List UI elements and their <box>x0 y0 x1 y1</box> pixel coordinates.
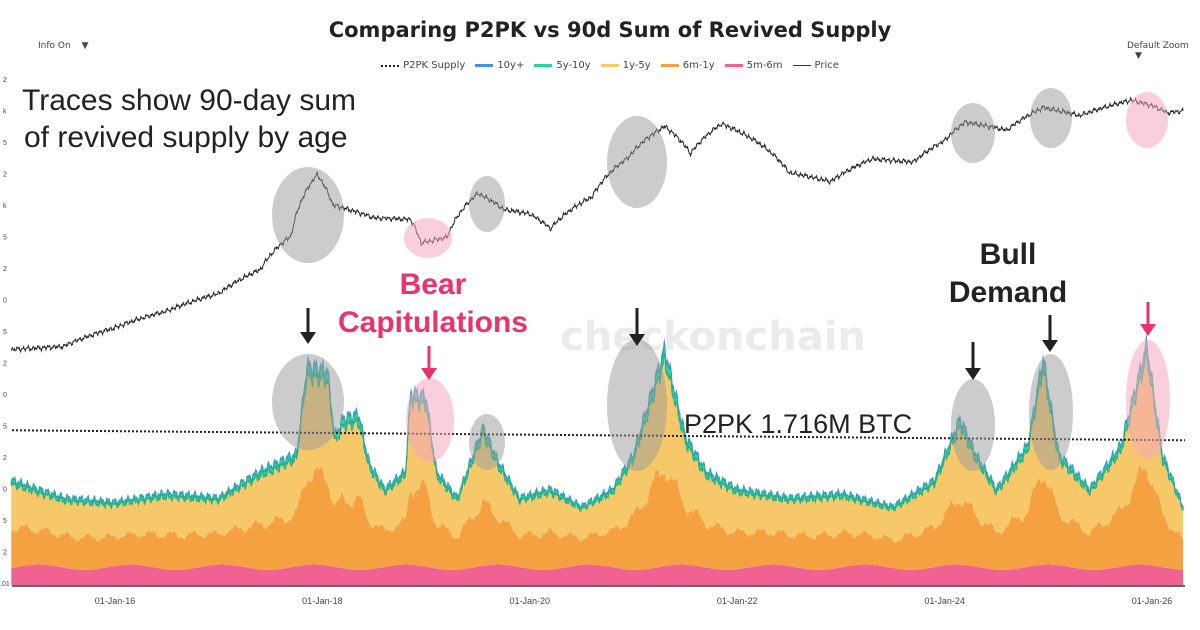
arrow-down-icon <box>1042 340 1058 352</box>
y-tick-label: 5 <box>3 424 7 431</box>
bull-label-line1: Bull <box>979 238 1037 271</box>
y-tick-label: 5 <box>3 235 7 242</box>
area-1y-5y <box>11 348 1184 543</box>
arrow-down-icon <box>300 332 316 344</box>
x-tick-label: 01-Jan-20 <box>510 596 551 606</box>
highlight-ellipse-gray <box>1030 88 1072 148</box>
y-tick-label: 2 <box>3 172 7 179</box>
legend-swatch <box>660 64 679 67</box>
y-tick-label: 5 <box>3 329 7 336</box>
x-tick-label: 01-Jan-18 <box>302 596 343 606</box>
y-tick-label: .01 <box>0 581 10 588</box>
legend-item-6m-1y[interactable]: 6m-1y <box>660 60 715 71</box>
legend-label: 10y+ <box>497 60 525 71</box>
highlight-ellipse-gray <box>607 339 667 471</box>
y-tick-label: k <box>3 109 7 116</box>
area-6m-1y <box>11 463 1184 570</box>
dropdown-arrow-icon: ▼ <box>81 41 89 51</box>
y-tick-label: 2 <box>3 361 7 368</box>
highlight-ellipse-pink <box>406 378 454 462</box>
bull-label: Bull Demand <box>918 236 1098 312</box>
legend-item-1y-5y[interactable]: 1y-5y <box>600 60 651 71</box>
legend-swatch <box>600 64 619 67</box>
highlight-ellipse-gray <box>272 354 344 450</box>
highlight-ellipse-gray <box>607 116 667 208</box>
traces-note-line1: Traces show 90-day sum <box>22 84 357 117</box>
legend: P2PK Supply 10y+ 5y-10y 1y-5y 6m-1y 5m-6m Pric… <box>0 60 1200 71</box>
y-tick-label: 5 <box>3 518 7 525</box>
zoom-select-label: Default Zoom <box>1127 41 1189 51</box>
legend-swatch <box>792 65 811 66</box>
highlight-ellipse-gray <box>951 379 995 471</box>
traces-note-line2: of revived supply by age <box>24 121 348 154</box>
legend-item-10y-[interactable]: 10y+ <box>475 60 524 71</box>
legend-swatch <box>724 64 743 67</box>
legend-item-price[interactable]: Price <box>792 60 839 71</box>
legend-label: 6m-1y <box>682 60 715 71</box>
legend-swatch <box>381 64 400 67</box>
y-tick-label: 0 <box>3 487 7 494</box>
legend-swatch <box>475 64 494 67</box>
dropdown-arrow-icon: ▼ <box>1135 51 1142 61</box>
legend-label: 1y-5y <box>622 60 651 71</box>
y-tick-label: 5 <box>3 140 7 147</box>
legend-label: 5y-10y <box>556 60 591 71</box>
legend-label: 5m-6m <box>746 60 783 71</box>
highlight-ellipse-gray <box>272 167 344 263</box>
info-toggle-label: Info On <box>38 41 71 51</box>
y-tick-label: 2 <box>3 77 7 84</box>
watermark: checkonchain <box>560 314 866 360</box>
highlight-ellipse-gray <box>1029 354 1073 470</box>
legend-item-5y-10y[interactable]: 5y-10y <box>534 60 591 71</box>
bull-label-line2: Demand <box>948 276 1068 309</box>
highlight-ellipse-pink <box>404 218 452 258</box>
x-tick-label: 01-Jan-26 <box>1132 596 1173 606</box>
legend-item-p2pk-supply[interactable]: P2PK Supply <box>381 60 465 71</box>
x-tick-label: 01-Jan-22 <box>717 596 758 606</box>
bear-label-line1: Bear <box>399 268 467 301</box>
legend-item-5m-6m[interactable]: 5m-6m <box>724 60 783 71</box>
x-tick-label: 01-Jan-24 <box>924 596 965 606</box>
zoom-select[interactable]: Default Zoom ▼ <box>1127 41 1200 61</box>
highlight-ellipse-pink <box>1126 92 1168 148</box>
y-tick-label: 2 <box>3 266 7 273</box>
arrow-down-icon <box>965 368 981 380</box>
highlight-ellipse-gray <box>951 103 995 163</box>
traces-note: Traces show 90-day sum of revived supply… <box>22 82 356 156</box>
bear-label: Bear Capitulations <box>318 266 548 342</box>
p2pk-supply-line <box>11 429 1186 442</box>
highlight-ellipse-pink <box>1126 340 1170 460</box>
highlight-ellipse-gray <box>469 176 505 232</box>
arrow-down-icon <box>1140 324 1156 336</box>
bear-label-line2: Capitulations <box>337 306 528 339</box>
p2pk-label: P2PK 1.716M BTC <box>684 409 912 439</box>
y-tick-label: 0 <box>3 298 7 305</box>
y-tick-label: 0 <box>3 392 7 399</box>
y-tick-label: 2 <box>3 455 7 462</box>
highlight-ellipse-gray <box>469 414 505 470</box>
info-toggle[interactable]: Info On ▼ <box>38 41 88 51</box>
x-tick-label: 01-Jan-16 <box>95 596 136 606</box>
area-5m-6m <box>11 564 1184 585</box>
arrow-down-icon <box>421 368 437 380</box>
chart-title: Comparing P2PK vs 90d Sum of Revived Sup… <box>328 18 892 42</box>
legend-label: P2PK Supply <box>403 60 466 71</box>
y-tick-label: 2 <box>3 550 7 557</box>
y-tick-label: k <box>3 203 7 210</box>
legend-label: Price <box>814 60 839 71</box>
arrow-down-icon <box>629 334 645 346</box>
legend-swatch <box>534 64 553 67</box>
